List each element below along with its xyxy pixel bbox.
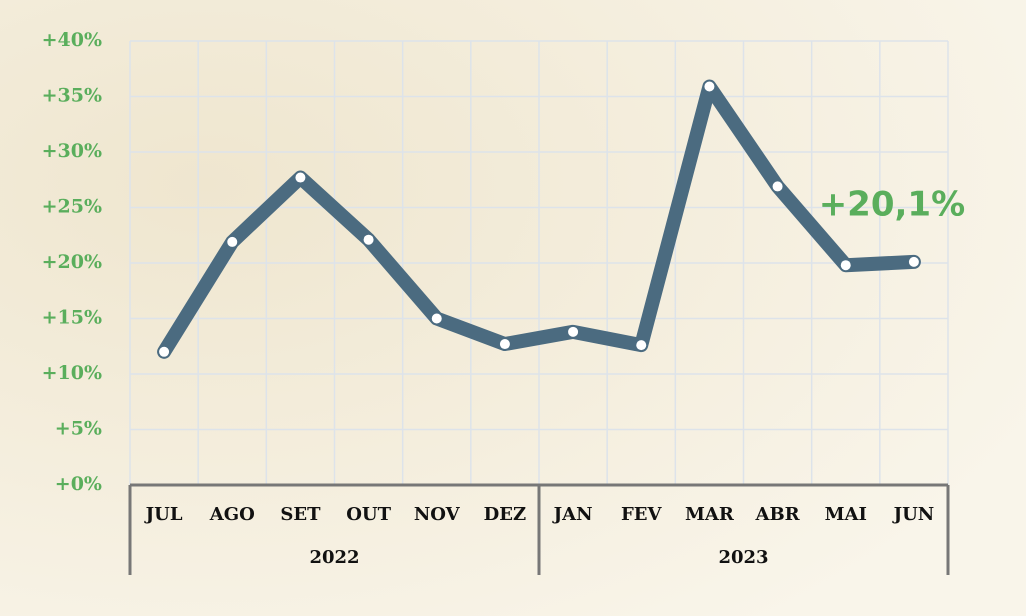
x-tick-label: JAN: [552, 504, 593, 525]
y-tick-label: +20%: [42, 251, 102, 273]
x-tick-label: MAI: [825, 504, 867, 525]
y-tick-label: +15%: [42, 307, 102, 329]
data-point: [568, 326, 579, 337]
data-point: [227, 236, 238, 247]
data-line: [157, 79, 921, 359]
y-tick-label: +0%: [55, 473, 102, 495]
data-point: [772, 181, 783, 192]
value-label: +20,1%: [819, 184, 965, 224]
data-point: [704, 81, 715, 92]
x-tick-label: JUN: [892, 504, 935, 525]
x-tick-label: SET: [280, 504, 321, 525]
group-label: 2022: [309, 547, 359, 568]
y-tick-label: +30%: [42, 140, 102, 162]
x-tick-label: NOV: [414, 504, 461, 525]
y-tick-label: +5%: [55, 418, 102, 440]
x-tick-label: OUT: [346, 504, 391, 525]
data-point: [363, 234, 374, 245]
data-point: [908, 256, 919, 267]
group-label: 2023: [718, 547, 768, 568]
y-tick-label: +25%: [42, 196, 102, 218]
y-tick-label: +35%: [42, 85, 102, 107]
data-point: [295, 172, 306, 183]
data-point: [431, 313, 442, 324]
x-tick-label: ABR: [755, 504, 801, 525]
x-tick-label: JUL: [144, 504, 183, 525]
x-tick-label: DEZ: [484, 504, 526, 525]
x-tick-label: MAR: [685, 504, 735, 525]
data-point: [840, 260, 851, 271]
data-point: [159, 346, 170, 357]
y-tick-label: +10%: [42, 362, 102, 384]
x-tick-label: FEV: [621, 504, 662, 525]
x-tick-label: AGO: [209, 504, 255, 525]
data-point: [499, 339, 510, 350]
data-point: [636, 340, 647, 351]
y-tick-label: +40%: [42, 29, 102, 51]
